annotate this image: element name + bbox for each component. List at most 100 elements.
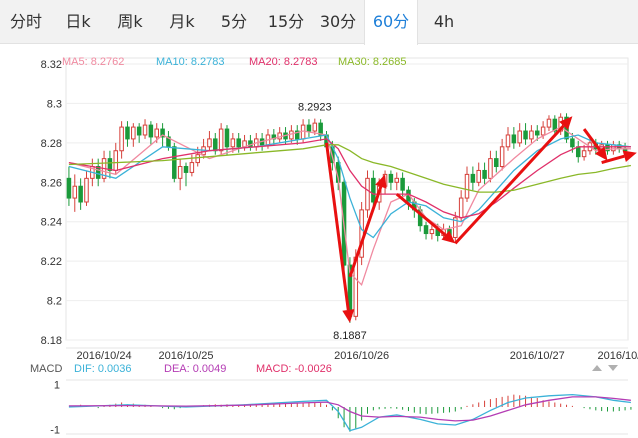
candle [482,162,487,185]
y-tick-label: 8.28 [41,138,62,150]
candle-body [148,124,154,138]
candle [183,162,189,187]
candle [499,138,505,171]
candle-body [371,177,376,203]
candle-body [107,158,113,171]
arrow-head [441,230,456,244]
candle-body [581,150,587,158]
tab-15min[interactable]: 15分 [267,12,305,31]
candle-body [394,177,400,183]
candle [476,162,481,187]
candle [72,174,78,212]
candle [581,144,587,161]
candle-body [125,126,130,140]
candle-body [172,146,177,179]
candle [423,221,429,240]
tab-60min[interactable]: 60分 [364,0,418,45]
arrow-head [622,150,637,163]
tab-time-sharing[interactable]: 分时 [9,12,42,31]
candle [605,140,610,155]
candle-body [611,144,616,152]
ma10-legend: MA10: 8.2783 [156,56,225,68]
ma30-legend: MA30: 8.2685 [338,56,407,68]
arrow-head [375,174,387,189]
ma5-legend: MA5: 8.2762 [62,56,124,68]
candle [429,223,435,240]
extreme-label: 8.1887 [333,330,367,342]
candle [488,150,493,183]
x-tick-label: 2016/10/26 [334,350,389,362]
dea-line [68,396,631,422]
candle-body [388,173,394,183]
trend-arrow [325,142,355,323]
candle-body [540,126,546,136]
candle [213,133,218,155]
candle [318,119,323,141]
candle [172,142,177,183]
candle [388,170,394,191]
macd-legend: MACD DIF: 0.0036 DEA: 0.0049 MACD: -0.00… [30,363,332,375]
candle-body [294,130,300,140]
candlestick-chart: 8.32 8.3 8.28 8.26 8.24 8.22 8.2 8.18 2016/10/2… [30,56,638,437]
candle [505,127,511,151]
candle [107,150,113,179]
tab-4h[interactable]: 4h [433,12,455,31]
candle-body [213,138,218,152]
x-tick-label: 2016/10/27 [510,350,565,362]
candle-body [224,128,230,148]
macd-y-tick: 1 [54,380,60,392]
tab-5min[interactable]: 5分 [220,12,248,31]
macd-panel: 1 -1 MACD DIF: 0.0036 DEA: 0.0049 MACD: -… [30,363,632,437]
candle-body [482,169,487,179]
candle [148,121,154,145]
price-grid [65,57,629,341]
trend-arrow [348,174,387,278]
candle-body [113,150,119,171]
tab-daily-k[interactable]: 日k [65,12,91,31]
candle-body [177,166,183,179]
trend-arrow [454,116,573,245]
tab-30min[interactable]: 30分 [319,12,357,31]
chevron-down-icon[interactable] [608,365,618,371]
candle [494,150,499,173]
tab-monthly-k[interactable]: 月k [169,12,195,31]
candle-body [458,197,464,219]
candle [464,166,470,202]
x-tick-label: 2016/10/25 [158,350,213,362]
tab-weekly-k[interactable]: 周k [117,12,143,31]
arrow-shaft [454,124,565,245]
candle-body [552,118,558,132]
time-axis: 2016/10/24 2016/10/25 2016/10/26 2016/10/27… [66,347,638,362]
candle-body [570,138,575,148]
candle-body [365,177,370,211]
candle [78,178,83,210]
candle [142,119,148,139]
candle-body [218,128,224,152]
candle-body [136,126,142,136]
timeframe-tabs: 分时 日k 周k 月k 5分 15分 30分 60分 4h [0,0,638,45]
chevron-up-icon[interactable] [592,365,602,371]
candle-body [189,162,195,173]
candle-body [470,173,476,183]
candle-body [517,130,522,144]
dif-line [68,393,631,432]
candle-body [306,124,312,132]
candle [511,127,517,149]
arrow-head [559,116,573,130]
candle [306,119,312,137]
candle [101,150,107,183]
macd-axis: 1 -1 [50,379,628,437]
candle-body [423,225,429,235]
candle [371,170,376,210]
candle-body [312,122,318,132]
y-tick-label: 8.3 [47,98,62,110]
y-tick-label: 8.22 [41,256,62,268]
candle-body [300,124,306,140]
candle-body [207,138,212,148]
candle-body [429,229,435,235]
candle [277,127,282,143]
panel-toggle-icons[interactable] [592,365,618,371]
candle-body [142,124,148,136]
candle [119,121,124,159]
candle-body [523,130,528,140]
